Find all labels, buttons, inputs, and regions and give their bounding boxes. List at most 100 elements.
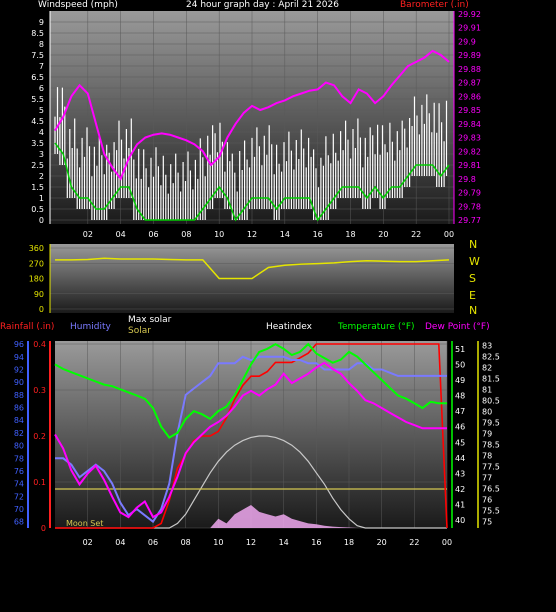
wind-tick-label: 5	[39, 106, 44, 115]
solar-area	[55, 505, 447, 528]
temp-alt-tick-label: 75	[482, 517, 492, 526]
time-tick-label: 10	[213, 538, 223, 547]
time-tick-label: 04	[116, 230, 126, 239]
time-tick-label: 16	[311, 538, 321, 547]
temp-alt-tick-label: 82	[482, 363, 492, 372]
humidity-tick-label: 94	[14, 353, 24, 362]
humidity-tick-label: 80	[14, 442, 24, 451]
rain-tick-label: 0.4	[33, 340, 46, 349]
barometer-tick-label: 29.78	[458, 202, 481, 211]
temp-alt-tick-label: 80.5	[482, 396, 500, 405]
moon-set-label: Moon Set	[66, 519, 104, 528]
barometer-tick-label: 29.89	[458, 51, 481, 60]
humidity-tick-label: 74	[14, 480, 24, 489]
humidity-tick-label: 76	[14, 467, 24, 476]
humidity-tick-label: 86	[14, 404, 24, 413]
time-tick-label: 08	[181, 538, 191, 547]
time-tick-label: 08	[181, 230, 191, 239]
barometer-axis-label: Barometer (.in)	[400, 0, 469, 10]
wind-tick-label: 7.5	[31, 51, 44, 60]
wind-tick-label: 1	[39, 194, 44, 203]
temp-alt-tick-label: 81	[482, 385, 492, 394]
barometer-tick-label: 29.91	[458, 24, 481, 33]
wind-tick-label: 9	[39, 18, 44, 27]
time-tick-label: 12	[247, 230, 257, 239]
wind-tick-label: 5.5	[31, 95, 44, 104]
temp-tick-label: 42	[455, 485, 465, 494]
temp-tick-label: 50	[455, 360, 465, 369]
wind-tick-label: 2	[39, 172, 44, 181]
windspeed-axis-label: Windspeed (mph)	[38, 0, 118, 10]
rain-tick-label: 0.2	[33, 432, 46, 441]
temp-tick-label: 51	[455, 345, 465, 354]
dir-label-n-bottom: N	[469, 304, 478, 317]
barometer-tick-label: 29.79	[458, 189, 481, 198]
barometer-tick-label: 29.8	[458, 175, 476, 184]
time-tick-label: 06	[148, 230, 158, 239]
time-tick-label: 02	[83, 230, 93, 239]
dew-point-label: Dew Point (°F)	[425, 322, 490, 332]
barometer-tick-label: 29.86	[458, 92, 481, 101]
rainfall-line	[55, 343, 448, 529]
humidity-tick-label: 72	[14, 492, 24, 501]
temp-tick-label: 43	[455, 469, 465, 478]
humidity-tick-label: 96	[14, 340, 24, 349]
temp-tick-label: 45	[455, 438, 465, 447]
time-tick-label: 10	[214, 230, 224, 239]
barometer-tick-label: 29.77	[458, 216, 481, 225]
temp-tick-label: 41	[455, 501, 465, 510]
heatindex-label: Heatindex	[266, 322, 312, 332]
humidity-tick-label: 70	[14, 505, 24, 514]
barometer-tick-label: 29.87	[458, 79, 481, 88]
humidity-tick-label: 68	[14, 518, 24, 527]
temp-alt-tick-label: 79.5	[482, 418, 500, 427]
wind-tick-label: 6.5	[31, 73, 44, 82]
temp-alt-tick-label: 81.5	[482, 374, 500, 383]
barometer-tick-label: 29.88	[458, 65, 481, 74]
time-tick-label: 12	[246, 538, 256, 547]
humidity-label: Humidity	[70, 322, 111, 332]
direction-tick-label: 0	[39, 305, 44, 314]
time-tick-label: 02	[83, 538, 93, 547]
humidity-tick-label: 78	[14, 454, 24, 463]
time-tick-label: 16	[313, 230, 323, 239]
wind-tick-label: 3	[39, 150, 44, 159]
time-tick-label: 18	[345, 230, 355, 239]
barometer-tick-label: 29.85	[458, 106, 481, 115]
wind-tick-label: 0	[39, 216, 44, 225]
time-tick-label: 14	[280, 230, 290, 239]
humidity-tick-label: 84	[14, 416, 24, 425]
time-tick-label: 22	[411, 230, 421, 239]
rain-tick-label: 0	[41, 524, 46, 533]
time-tick-label: 06	[148, 538, 158, 547]
dir-label-w: W	[469, 255, 480, 268]
barometer-tick-label: 29.83	[458, 134, 481, 143]
rain-tick-label: 0.3	[33, 386, 46, 395]
wind-tick-label: 1.5	[31, 183, 44, 192]
direction-tick-label: 180	[29, 275, 44, 284]
temp-alt-tick-label: 83	[482, 341, 492, 350]
dew-point-line	[54, 361, 447, 519]
wind-tick-label: 8	[39, 40, 44, 49]
barometer-tick-label: 29.9	[458, 37, 476, 46]
direction-tick-label: 270	[29, 259, 44, 268]
temperature-line	[54, 342, 447, 439]
wind-tick-label: 2.5	[31, 161, 44, 170]
temp-alt-tick-label: 76.5	[482, 484, 500, 493]
temp-alt-tick-label: 80	[482, 407, 492, 416]
dir-label-s: S	[469, 272, 476, 285]
temp-tick-label: 40	[455, 516, 465, 525]
time-tick-label: 00	[444, 230, 454, 239]
temp-alt-tick-label: 82.5	[482, 352, 500, 361]
time-tick-label: 22	[409, 538, 419, 547]
temp-tick-label: 47	[455, 407, 465, 416]
windspeed-line	[54, 142, 450, 222]
temp-alt-tick-label: 78	[482, 451, 492, 460]
barometer-tick-label: 29.82	[458, 147, 481, 156]
temp-tick-label: 46	[455, 423, 465, 432]
wind-tick-label: 4.5	[31, 117, 44, 126]
temp-tick-label: 48	[455, 392, 465, 401]
time-tick-label: 20	[377, 538, 387, 547]
barometer-tick-label: 29.92	[458, 10, 481, 19]
